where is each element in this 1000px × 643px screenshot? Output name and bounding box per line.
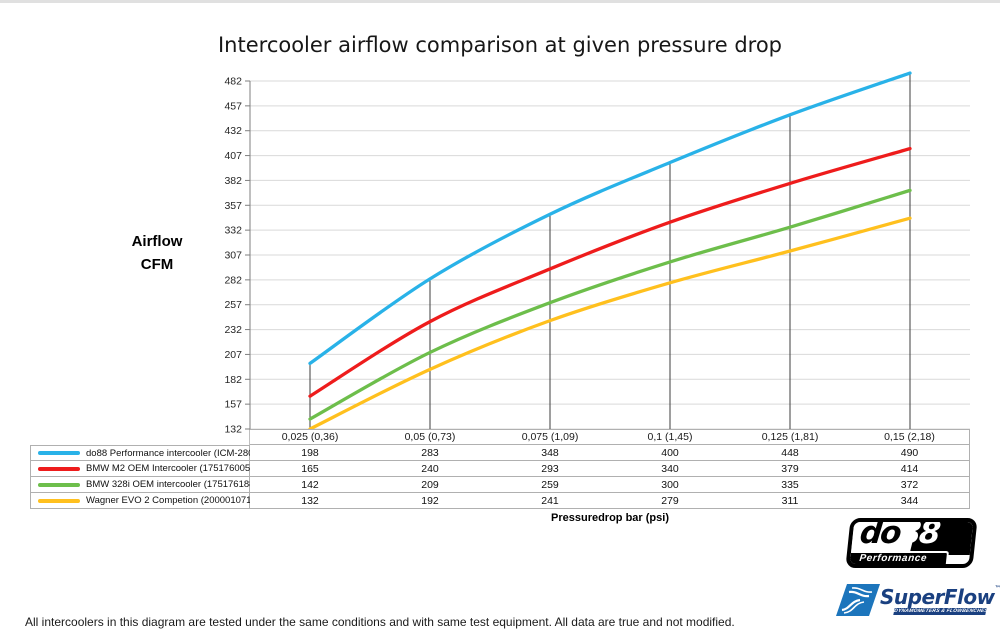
data-table: 0,025 (0,36) 0,05 (0,73) 0,075 (1,09) 0,1 (…: [30, 429, 970, 509]
pressure-column-header: 0,1 (1,45): [610, 429, 730, 445]
pressure-column-header: 0,075 (1,09): [490, 429, 610, 445]
airflow-value-cell: 142: [250, 477, 370, 493]
series-name-label: BMW M2 OEM Intercooler (17517600531): [86, 463, 264, 474]
series-name-label: BMW 328i OEM intercooler (17517618809): [86, 479, 269, 490]
airflow-value-cell: 192: [370, 493, 490, 509]
y-tick-label: 482: [224, 76, 242, 88]
pressure-column-header: 0,025 (0,36): [250, 429, 370, 445]
series-color-swatch: [38, 451, 80, 455]
airflow-value-cell: 344: [850, 493, 970, 509]
airflow-value-cell: 335: [730, 477, 850, 493]
airflow-value-cell: 300: [610, 477, 730, 493]
legend-item: BMW M2 OEM Intercooler (17517600531): [30, 461, 264, 477]
y-tick-label: 207: [224, 349, 242, 361]
airflow-value-cell: 340: [610, 461, 730, 477]
superflow-logo-text: SuperFlow™: [880, 585, 1000, 609]
y-tick-label: 307: [224, 250, 242, 262]
airflow-value-cell: 379: [730, 461, 850, 477]
y-tick-label: 282: [224, 274, 242, 286]
airflow-value-cell: 132: [250, 493, 370, 509]
airflow-value-cell: 283: [370, 445, 490, 461]
legend-item: Wagner EVO 2 Competion (200001071): [30, 493, 255, 509]
airflow-value-cell: 293: [490, 461, 610, 477]
series-color-swatch: [38, 498, 80, 503]
y-tick-label: 357: [224, 200, 242, 212]
superflow-tagline-bar: DYNAMOMETERS & FLOWBENCHES: [893, 608, 987, 615]
y-axis-title: Airflow CFM: [131, 233, 183, 273]
table-corner-cell: [30, 429, 250, 445]
x-axis-title: Pressuredrop bar (psi): [551, 512, 669, 524]
y-tick-label: 457: [224, 100, 242, 112]
series-name-label: do88 Performance intercooler (ICM-280): [86, 447, 257, 459]
airflow-value-cell: 259: [490, 477, 610, 493]
airflow-value-cell: 240: [370, 461, 490, 477]
series-line: [308, 188, 912, 421]
series-line: [308, 146, 912, 398]
legend-item: BMW 328i OEM intercooler (17517618809): [30, 477, 268, 493]
top-edge-strip: [0, 0, 1000, 3]
airflow-value-cell: 165: [250, 461, 370, 477]
pressure-column-header: 0,125 (1,81): [730, 429, 850, 445]
y-tick-label: 232: [224, 324, 242, 336]
chart-title: Intercooler airflow comparison at given …: [217, 33, 783, 57]
series-color-swatch: [38, 466, 80, 471]
y-tick-label: 157: [224, 399, 242, 411]
do88-logo-text: do88: [858, 518, 941, 551]
series-line: [308, 71, 912, 366]
do88-logo-top: do88: [851, 518, 978, 555]
pressure-column-header: 0,05 (0,73): [370, 429, 490, 445]
series-line: [308, 216, 912, 431]
airflow-value-cell: 311: [730, 493, 850, 509]
airflow-value-cell: 279: [610, 493, 730, 509]
series-color-swatch: [38, 482, 80, 487]
y-tick-label: 432: [224, 125, 242, 137]
airflow-value-cell: 414: [850, 461, 970, 477]
pressure-column-header: 0,15 (2,18): [850, 429, 970, 445]
y-tick-label: 182: [224, 374, 242, 386]
airflow-value-cell: 198: [250, 445, 370, 461]
airflow-value-cell: 348: [490, 445, 610, 461]
y-tick-label: 382: [224, 175, 242, 187]
y-tick-label: 132: [224, 424, 242, 436]
airflow-value-cell: 490: [850, 445, 970, 461]
do88-performance-bar: Performance: [849, 551, 949, 564]
airflow-value-cell: 448: [730, 445, 850, 461]
y-tick-label: 257: [224, 299, 242, 311]
superflow-s-icon: [836, 584, 880, 616]
y-tick-label: 407: [224, 150, 242, 162]
superflow-logo: SuperFlow™ DYNAMOMETERS & FLOWBENCHES: [836, 583, 1000, 619]
airflow-value-cell: 400: [610, 445, 730, 461]
footnote-text: All intercoolers in this diagram are tes…: [25, 615, 735, 629]
series-name-label: Wagner EVO 2 Competion (200001071): [86, 495, 255, 506]
y-tick-label: 332: [224, 225, 242, 237]
airflow-value-cell: 372: [850, 477, 970, 493]
do88-logo: do88 Performance: [845, 518, 978, 568]
airflow-value-cell: 209: [370, 477, 490, 493]
legend-item: do88 Performance intercooler (ICM-280): [30, 445, 257, 461]
airflow-value-cell: 241: [490, 493, 610, 509]
